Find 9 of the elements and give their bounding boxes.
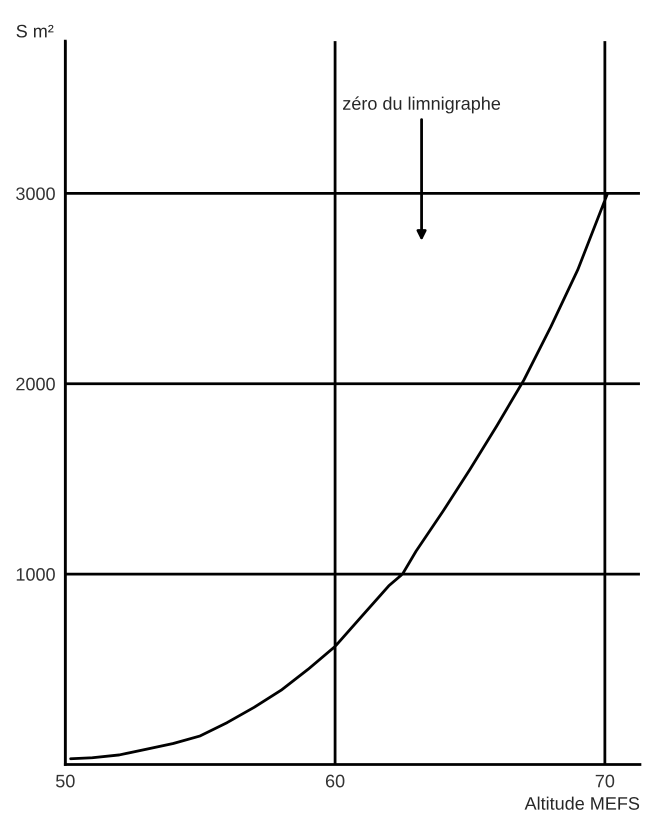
x-tick-label: 70 [596,774,614,788]
y-tick-label: 2000 [16,378,55,390]
y-tick-label: 3000 [16,187,55,200]
annotation: zéro du limnigraphe [343,96,500,114]
x-tick-label: 60 [326,774,344,788]
y-tick-label: 1000 [16,568,55,581]
x-tick-label: 50 [56,774,75,788]
x-axis-title: Altitude MEFS [524,796,640,810]
y-axis-title: S m² [16,24,54,38]
